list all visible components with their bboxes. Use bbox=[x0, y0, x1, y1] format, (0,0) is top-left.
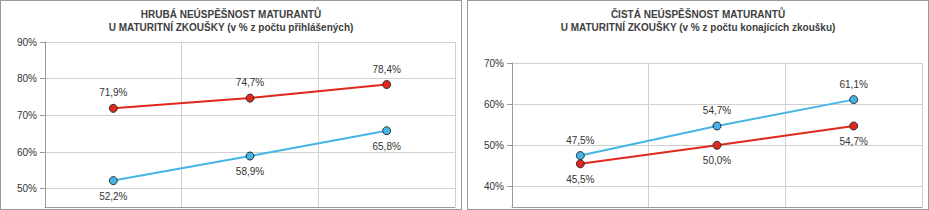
svg-text:70%: 70% bbox=[484, 58, 504, 69]
svg-text:U MATURITNÍ ZKOUŠKY (v % z poč: U MATURITNÍ ZKOUŠKY (v % z počtu konajíc… bbox=[561, 21, 836, 33]
svg-text:80%: 80% bbox=[17, 73, 37, 84]
svg-text:U MATURITNÍ ZKOUŠKY (v % z poč: U MATURITNÍ ZKOUŠKY (v % z počtu přihláš… bbox=[109, 21, 354, 33]
svg-text:47,5%: 47,5% bbox=[566, 135, 594, 146]
svg-text:60%: 60% bbox=[484, 99, 504, 110]
svg-text:60%: 60% bbox=[17, 147, 37, 158]
svg-text:50%: 50% bbox=[17, 183, 37, 194]
svg-text:65,8%: 65,8% bbox=[372, 141, 400, 152]
svg-text:50,0%: 50,0% bbox=[703, 155, 731, 166]
svg-text:40%: 40% bbox=[484, 181, 504, 192]
svg-text:90%: 90% bbox=[17, 37, 37, 48]
svg-text:45,5%: 45,5% bbox=[566, 174, 594, 185]
svg-text:52,2%: 52,2% bbox=[99, 191, 127, 202]
svg-text:74,7%: 74,7% bbox=[236, 77, 264, 88]
svg-text:58,9%: 58,9% bbox=[236, 166, 264, 177]
svg-text:54,7%: 54,7% bbox=[839, 136, 867, 147]
svg-text:78,4%: 78,4% bbox=[372, 64, 400, 75]
svg-text:50%: 50% bbox=[484, 140, 504, 151]
svg-text:54,7%: 54,7% bbox=[703, 105, 731, 116]
svg-text:71,9%: 71,9% bbox=[99, 87, 127, 98]
svg-text:HRUBÁ NEÚSPĚŠNOST MATURANTŮ: HRUBÁ NEÚSPĚŠNOST MATURANTŮ bbox=[141, 7, 321, 20]
svg-text:70%: 70% bbox=[17, 110, 37, 121]
svg-text:ČISTÁ NEÚSPĚŠNOST MATURANTŮ: ČISTÁ NEÚSPĚŠNOST MATURANTŮ bbox=[611, 7, 785, 20]
svg-text:61,1%: 61,1% bbox=[839, 79, 867, 90]
